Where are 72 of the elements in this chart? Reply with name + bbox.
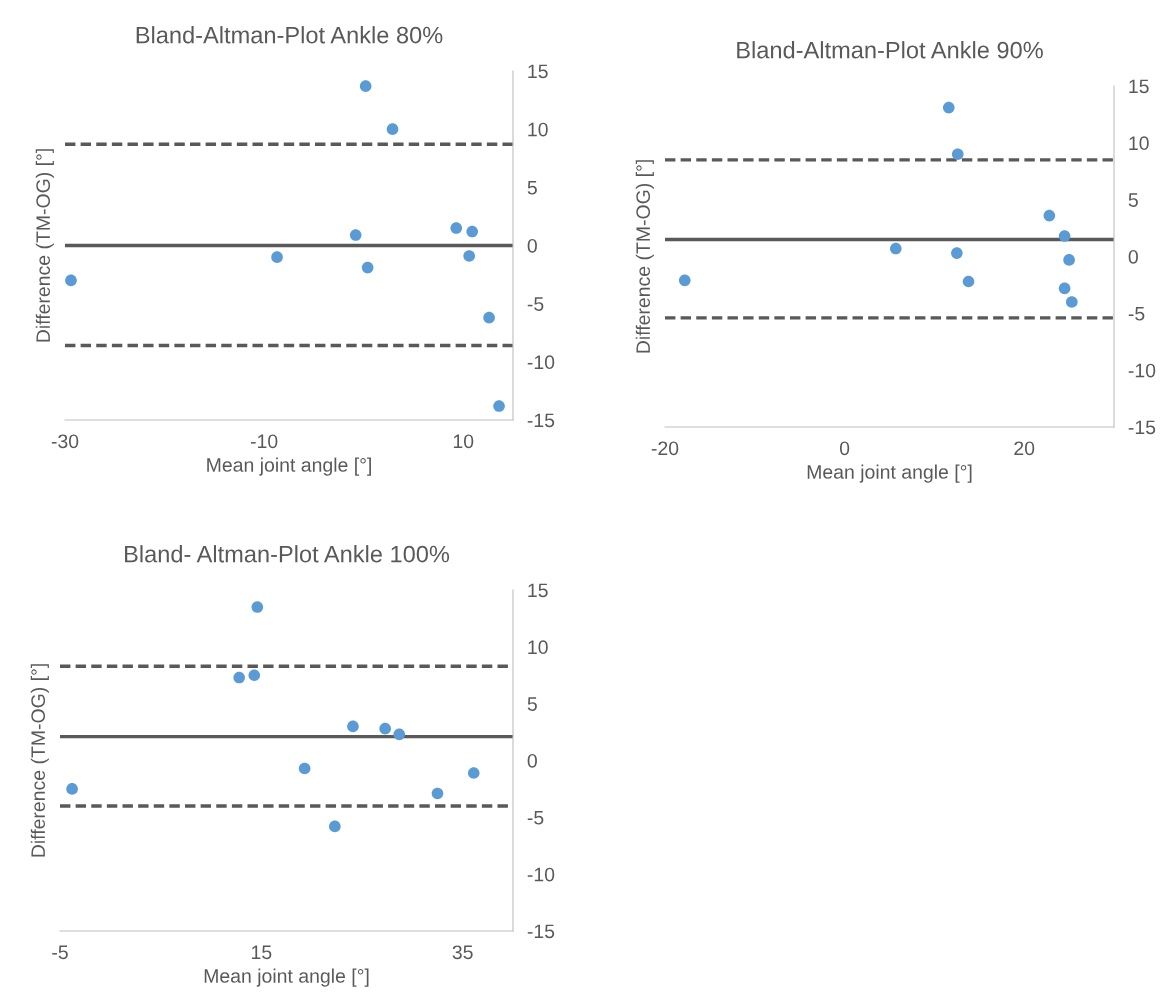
y-tick-label: -15 <box>1128 420 1156 435</box>
y-tick-label: -10 <box>1128 363 1156 378</box>
y-axis-title: Difference (TM-OG) [°] <box>635 160 654 353</box>
y-tick-label: -15 <box>527 924 555 939</box>
chart-title: Bland-Altman-Plot Ankle 90% <box>737 41 1043 59</box>
y-tick-label: 10 <box>1129 136 1149 151</box>
x-tick-label: -10 <box>250 434 278 449</box>
y-tick-label: 15 <box>528 583 548 598</box>
point <box>1063 254 1075 266</box>
x-axis-title: Mean joint angle [°] <box>207 457 371 476</box>
point <box>233 671 245 684</box>
point <box>450 222 463 234</box>
y-tick-label: -15 <box>527 413 555 428</box>
y-tick-label: -5 <box>527 297 544 311</box>
point <box>347 720 359 733</box>
y-tick-label: 5 <box>1128 193 1138 207</box>
x-tick-label: 0 <box>839 441 850 456</box>
point <box>1058 282 1071 295</box>
x-axis-title: Mean joint angle [°] <box>204 968 369 987</box>
y-tick-label: 15 <box>1129 79 1149 94</box>
x-tick-label: 35 <box>452 945 473 960</box>
point <box>431 787 444 800</box>
point <box>251 601 264 613</box>
chart-title: Bland- Altman-Plot Ankle 100% <box>125 545 450 563</box>
x-tick-label: 20 <box>1014 441 1035 456</box>
point <box>463 250 476 262</box>
point <box>1043 209 1056 222</box>
point <box>1058 230 1071 242</box>
y-tick-label: 15 <box>528 64 548 79</box>
x-tick-label: -30 <box>51 434 79 449</box>
x-tick-label: -5 <box>52 945 68 960</box>
y-tick-label: 5 <box>527 697 537 711</box>
x-tick-label: 10 <box>453 434 474 449</box>
y-axis-title: Difference (TM-OG) [°] <box>35 149 54 342</box>
point <box>1065 296 1078 308</box>
y-tick-label: -10 <box>527 355 555 370</box>
y-axis-title: Difference (TM-OG) [°] <box>30 664 49 857</box>
point <box>361 261 374 274</box>
y-tick-label: -5 <box>527 811 544 825</box>
point <box>271 251 283 263</box>
point <box>889 242 902 255</box>
point <box>951 247 963 259</box>
point <box>962 275 975 288</box>
y-tick-label: -10 <box>527 867 555 882</box>
point <box>65 274 77 287</box>
chart-title: Bland-Altman-Plot Ankle 80% <box>136 26 443 44</box>
point <box>359 80 372 92</box>
point <box>329 820 341 833</box>
point <box>483 311 495 324</box>
point <box>678 274 691 287</box>
x-axis-title: Mean joint angle [°] <box>807 464 972 483</box>
point <box>942 101 955 114</box>
point <box>248 669 261 682</box>
point <box>493 400 505 412</box>
point <box>393 728 406 741</box>
point <box>466 225 478 238</box>
point <box>951 148 964 161</box>
x-tick-label: 15 <box>252 945 272 960</box>
x-tick-label: -20 <box>651 441 679 456</box>
point <box>298 762 311 775</box>
y-tick-label: 10 <box>528 122 548 137</box>
point <box>349 229 362 241</box>
point <box>467 767 480 779</box>
y-tick-label: 0 <box>527 753 537 768</box>
y-tick-label: 0 <box>527 238 537 253</box>
y-tick-label: 0 <box>1128 249 1138 264</box>
y-tick-label: -5 <box>1128 307 1145 321</box>
y-tick-label: 10 <box>528 640 548 655</box>
y-tick-label: 5 <box>527 181 537 195</box>
point <box>386 123 399 135</box>
point <box>66 783 78 795</box>
point <box>379 722 391 735</box>
